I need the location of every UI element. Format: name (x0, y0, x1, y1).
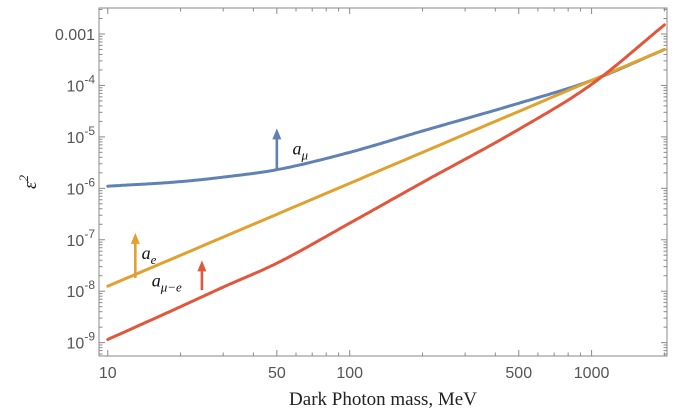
arrow-head-mue (197, 260, 207, 272)
series-line-mu (106, 48, 666, 188)
annotation-label-e: ae (142, 243, 157, 267)
annotation-label-sub: μ (300, 147, 308, 162)
y-tick-exponent: -5 (84, 124, 95, 138)
y-tick-base: 10 (67, 284, 85, 301)
y-tick-base: 10 (67, 336, 85, 353)
y-tick-label: 10-4 (67, 72, 96, 95)
y-axis-title-sup: 2 (16, 175, 31, 182)
annotation-label-base: a (292, 138, 301, 158)
annotation-label-base: a (142, 243, 151, 263)
y-tick-base: 10 (67, 181, 85, 198)
series-layer (106, 23, 666, 341)
y-tick-label: 10-7 (67, 227, 96, 250)
y-tick-label: 10-5 (67, 124, 96, 147)
x-tick-label: 100 (336, 365, 363, 382)
annotation-label-base: a (152, 271, 161, 291)
arrow-head-e (130, 232, 140, 244)
annotation-label-sub: e (151, 252, 157, 267)
y-tick-base: 10 (67, 233, 85, 250)
y-tick-label: 10-8 (67, 278, 96, 301)
ticks (99, 8, 667, 356)
arrow-head-mu (272, 128, 282, 140)
y-tick-exponent: -7 (84, 227, 95, 241)
y-tick-base: 0.001 (55, 27, 95, 44)
y-tick-label: 0.001 (55, 27, 95, 44)
y-tick-exponent: -8 (84, 278, 95, 292)
y-axis-title-base: ε (20, 181, 41, 189)
y-tick-label: 10-9 (67, 330, 96, 353)
annotation-label-mue: aμ−e (152, 271, 182, 295)
y-tick-base: 10 (67, 130, 85, 147)
annotation-label-mu: aμ (292, 138, 308, 162)
y-tick-base: 10 (67, 78, 85, 95)
x-tick-label: 50 (268, 365, 286, 382)
series-line-mue (106, 23, 666, 341)
x-axis-title: Dark Photon mass, MeV (289, 389, 477, 410)
y-tick-exponent: -4 (84, 72, 95, 86)
x-tick-label: 10 (99, 365, 117, 382)
plot-frame (98, 7, 668, 357)
y-tick-exponent: -9 (84, 330, 95, 344)
y-tick-label: 10-6 (67, 175, 96, 198)
series-line-e (106, 48, 666, 288)
annotation-label-sub: μ−e (160, 280, 182, 295)
y-axis-title: ε2 (16, 175, 41, 190)
tick-labels: 10 50 100 500 100010-910-810-710-610-510-40.… (55, 27, 610, 382)
y-tick-exponent: -6 (84, 175, 95, 189)
x-tick-label: 1000 (574, 365, 610, 382)
x-tick-label: 500 (505, 365, 532, 382)
